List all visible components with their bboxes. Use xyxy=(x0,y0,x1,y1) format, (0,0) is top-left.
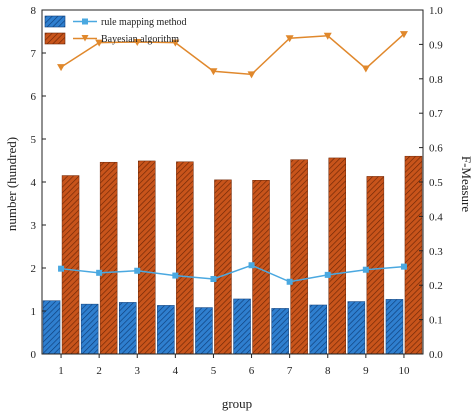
bar-rule-mapping-5 xyxy=(195,307,213,355)
bar-rule-mapping-7 xyxy=(271,308,289,355)
bar-rule-mapping-2 xyxy=(80,303,99,355)
legend-marker-rule-mapping xyxy=(82,18,88,25)
point-rule-mapping-3 xyxy=(134,267,141,274)
point-rule-mapping-2 xyxy=(96,269,103,276)
point-bayesian-5 xyxy=(209,68,218,76)
point-bayesian-7 xyxy=(285,35,294,43)
point-bayesian-8 xyxy=(323,32,332,40)
x-tick-label: 6 xyxy=(249,365,255,377)
bar-rule-mapping-8 xyxy=(309,304,327,355)
x-tick-label: 10 xyxy=(398,365,410,377)
y-tick-label: 6 xyxy=(31,91,37,103)
point-bayesian-6 xyxy=(247,71,256,79)
bar-bayesian-5 xyxy=(214,179,232,355)
point-rule-mapping-7 xyxy=(286,278,293,285)
bar-bayesian-10 xyxy=(404,155,423,355)
bar-rule-mapping-3 xyxy=(119,302,137,355)
bar-bayesian-2 xyxy=(99,161,118,355)
bars-layer xyxy=(42,155,423,355)
x-axis-title: group xyxy=(222,396,252,411)
bar-rule-mapping-10 xyxy=(385,299,404,355)
y2-tick-label: 0.5 xyxy=(429,177,443,189)
point-rule-mapping-8 xyxy=(324,271,331,278)
y-tick-label: 3 xyxy=(31,220,37,232)
bar-rule-mapping-1 xyxy=(42,300,61,355)
point-bayesian-9 xyxy=(361,65,370,73)
y-tick-label: 8 xyxy=(31,5,37,17)
point-bayesian-1 xyxy=(57,64,66,72)
legend-swatch-bayesian-bar xyxy=(44,32,66,45)
point-rule-mapping-9 xyxy=(362,266,369,273)
y-tick-label: 1 xyxy=(31,306,37,318)
x-tick-label: 1 xyxy=(58,365,64,377)
point-bayesian-4 xyxy=(171,39,180,47)
y-tick-label: 4 xyxy=(31,177,37,189)
line-rule-mapping xyxy=(60,264,405,283)
line-bayesian xyxy=(60,33,405,76)
legend-marker-bayesian xyxy=(81,35,89,42)
x-tick-label: 3 xyxy=(135,365,141,377)
point-rule-mapping-4 xyxy=(172,272,179,279)
x-tick-label: 9 xyxy=(363,365,369,377)
y2-axis-title: F-Measure xyxy=(459,156,474,213)
y2-tick-label: 0.4 xyxy=(429,211,443,223)
point-rule-mapping-5 xyxy=(210,276,217,283)
y2-tick-label: 0.0 xyxy=(429,349,443,361)
x-tick-label: 2 xyxy=(96,365,102,377)
y2-tick-label: 0.7 xyxy=(429,108,443,120)
point-bayesian-3 xyxy=(133,38,142,46)
bar-bayesian-4 xyxy=(176,161,194,355)
point-rule-mapping-1 xyxy=(58,265,65,272)
bar-bayesian-8 xyxy=(328,157,346,355)
bar-bayesian-3 xyxy=(138,160,156,355)
x-tick-label: 8 xyxy=(325,365,331,377)
y-axis-title: number (hundred) xyxy=(4,137,19,231)
legend-label-bayesian: Bayesian algorithm xyxy=(101,34,179,45)
x-tick-label: 4 xyxy=(173,365,179,377)
point-bayesian-2 xyxy=(95,39,104,47)
bar-rule-mapping-4 xyxy=(157,305,175,355)
y2-tick-label: 0.2 xyxy=(429,280,443,292)
axes-layer: 0 1 2 3 4 5 6 7 8 0.0 0.1 0.2 0.3 0.4 0.5 0.6 0.7 0.8 0.9 1… xyxy=(31,5,444,377)
y2-tick-label: 0.8 xyxy=(429,74,443,86)
y2-tick-label: 0.9 xyxy=(429,39,443,51)
y2-tick-label: 0.6 xyxy=(429,143,443,155)
y2-tick-label: 0.3 xyxy=(429,246,443,258)
bar-bayesian-1 xyxy=(61,175,80,355)
lines-layer xyxy=(57,31,408,285)
bar-bayesian-7 xyxy=(290,159,308,355)
y2-tick-label: 0.1 xyxy=(429,315,443,327)
bar-bayesian-9 xyxy=(366,176,385,355)
bar-rule-mapping-9 xyxy=(347,301,366,355)
y-tick-label: 2 xyxy=(31,263,37,275)
legend: rule mapping method Bayesian algorithm xyxy=(44,15,187,45)
point-bayesian-10 xyxy=(399,31,408,39)
legend-swatch-rule-mapping-bar xyxy=(44,15,66,28)
plot-frame xyxy=(41,9,424,355)
x-tick-label: 7 xyxy=(287,365,293,377)
legend-label-rule-mapping: rule mapping method xyxy=(101,17,187,28)
y-tick-label: 7 xyxy=(31,48,37,60)
y-tick-label: 0 xyxy=(31,349,37,361)
bar-rule-mapping-6 xyxy=(233,298,251,355)
y2-tick-label: 1.0 xyxy=(429,5,443,17)
point-rule-mapping-6 xyxy=(248,262,255,269)
point-rule-mapping-10 xyxy=(400,263,407,270)
x-tick-label: 5 xyxy=(211,365,217,377)
y-tick-label: 5 xyxy=(31,134,37,146)
